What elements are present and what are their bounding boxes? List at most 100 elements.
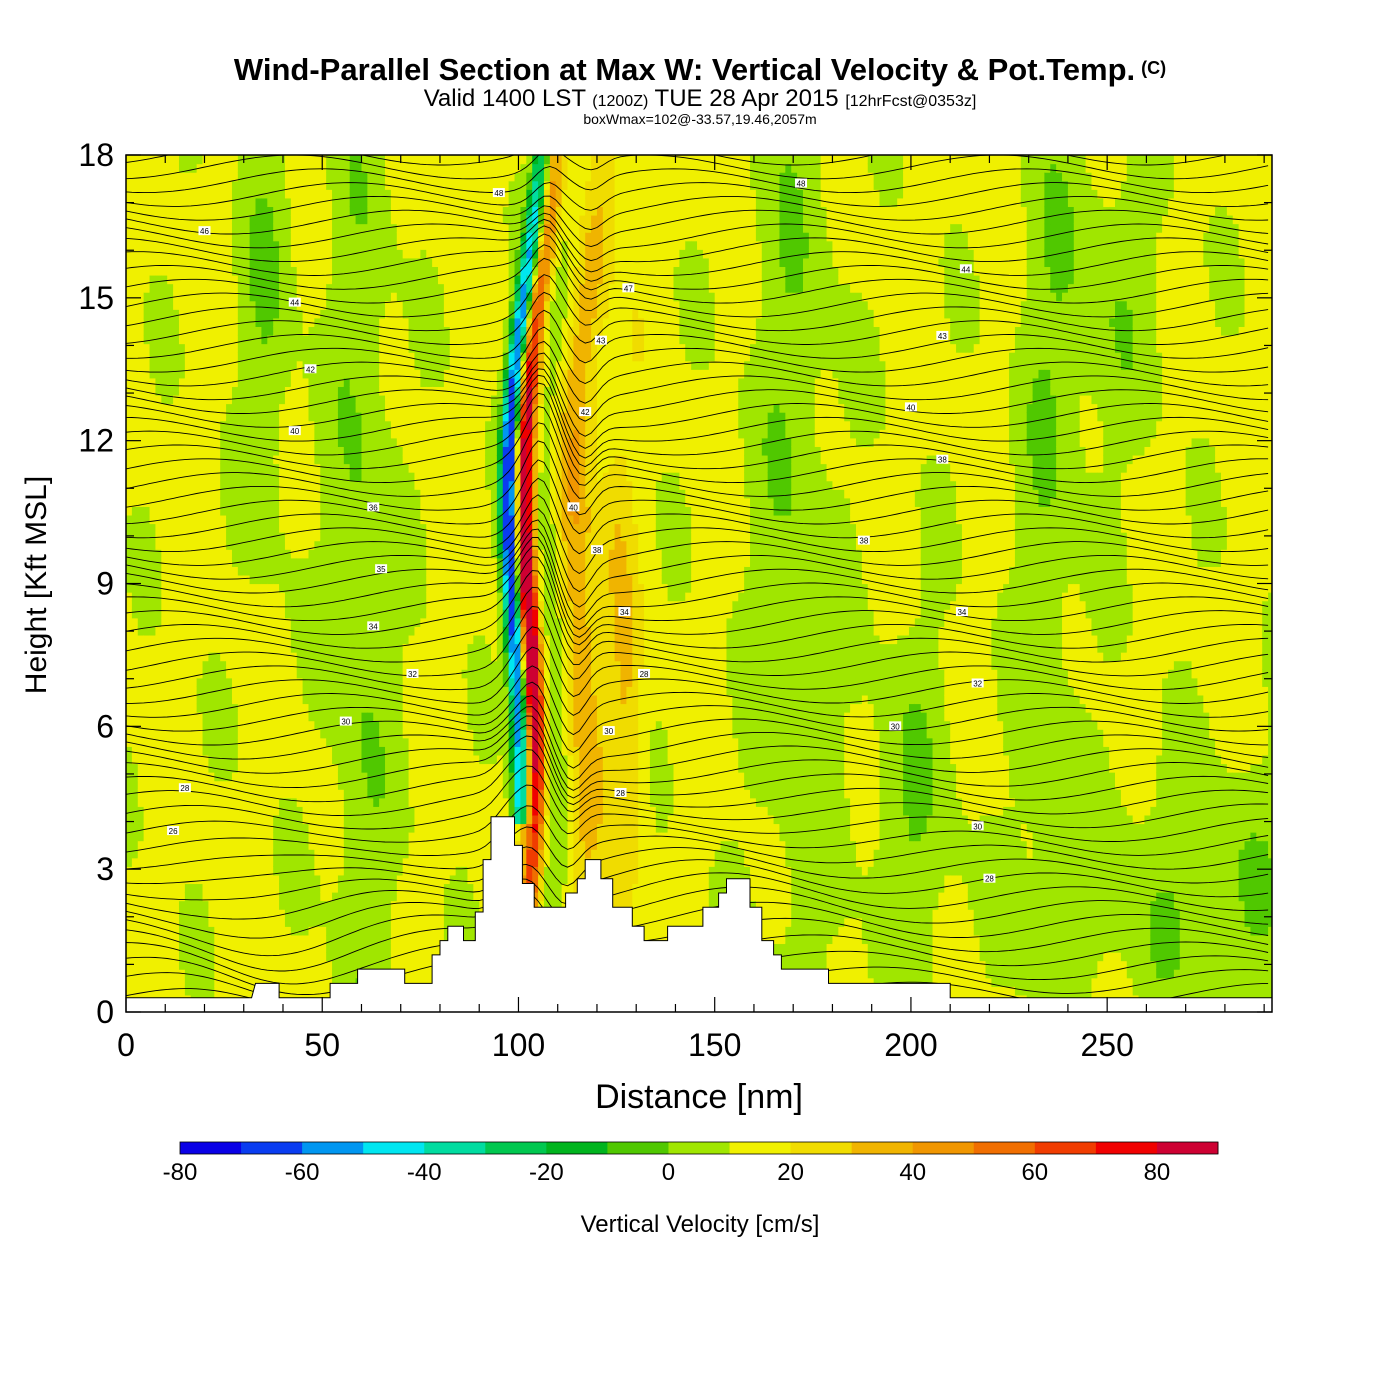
velocity-cell [173,198,179,207]
velocity-cell [403,146,409,155]
velocity-cell [379,609,385,618]
velocity-cell [197,841,203,850]
velocity-cell [138,601,144,610]
velocity-cell [191,309,197,318]
velocity-cell [309,224,315,233]
velocity-cell [173,729,179,738]
velocity-cell [144,789,150,798]
velocity-cell [367,746,373,755]
velocity-cell [338,961,344,970]
velocity-cell [256,703,262,712]
velocity-cell [267,344,273,353]
velocity-cell [309,815,315,824]
velocity-cell [126,961,132,970]
velocity-cell [356,763,362,772]
velocity-cell [326,686,332,695]
velocity-cell [397,866,403,875]
velocity-cell [208,515,214,524]
velocity-cell [291,164,297,173]
velocity-cell [379,164,385,173]
velocity-cell [367,832,373,841]
velocity-cell [197,369,203,378]
velocity-cell [338,943,344,952]
velocity-cell [279,918,285,927]
velocity-cell [379,806,385,815]
velocity-cell [291,755,297,764]
velocity-cell [344,275,350,284]
velocity-cell [150,146,156,155]
velocity-cell [232,703,238,712]
velocity-cell [332,275,338,284]
velocity-cell [356,703,362,712]
velocity-cell [250,506,256,515]
velocity-cell [356,584,362,593]
velocity-cell [273,326,279,335]
velocity-cell [226,823,232,832]
velocity-cell [173,986,179,995]
velocity-cell [361,815,367,824]
velocity-cell [197,146,203,155]
velocity-cell [226,832,232,841]
velocity-cell [197,215,203,224]
velocity-cell [397,369,403,378]
velocity-cell [238,326,244,335]
velocity-cell [138,326,144,335]
velocity-cell [167,481,173,490]
velocity-cell [326,164,332,173]
velocity-cell [409,429,415,438]
velocity-cell [126,284,132,293]
velocity-cell [403,395,409,404]
velocity-cell [226,421,232,430]
velocity-cell [232,369,238,378]
velocity-cell [208,901,214,910]
velocity-cell [256,241,262,250]
velocity-cell [373,258,379,267]
velocity-cell [161,481,167,490]
velocity-cell [256,344,262,353]
velocity-cell [285,155,291,164]
velocity-cell [138,669,144,678]
velocity-cell [314,181,320,190]
velocity-cell [291,849,297,858]
velocity-cell [256,901,262,910]
velocity-cell [167,515,173,524]
velocity-cell [173,318,179,327]
velocity-cell [303,626,309,635]
velocity-cell [403,935,409,944]
velocity-cell [126,275,132,284]
velocity-cell [285,652,291,661]
velocity-cell [244,575,250,584]
velocity-cell [144,729,150,738]
velocity-cell [350,429,356,438]
velocity-cell [314,266,320,275]
velocity-cell [197,344,203,353]
velocity-cell [138,541,144,550]
velocity-cell [314,335,320,344]
velocity-cell [267,952,273,961]
velocity-cell [214,206,220,215]
velocity-cell [409,815,415,824]
velocity-cell [226,438,232,447]
velocity-cell [391,506,397,515]
velocity-cell [379,781,385,790]
velocity-cell [155,421,161,430]
velocity-cell [291,386,297,395]
velocity-cell [144,524,150,533]
velocity-cell [214,146,220,155]
velocity-cell [356,464,362,473]
velocity-cell [226,841,232,850]
velocity-cell [126,172,132,181]
velocity-cell [403,498,409,507]
velocity-cell [350,438,356,447]
velocity-cell [232,592,238,601]
velocity-cell [203,866,209,875]
velocity-cell [356,575,362,584]
velocity-cell [373,763,379,772]
velocity-cell [326,695,332,704]
velocity-cell [409,892,415,901]
velocity-cell [397,404,403,413]
velocity-cell [226,198,232,207]
velocity-cell [203,172,209,181]
velocity-cell [250,198,256,207]
velocity-cell [391,781,397,790]
